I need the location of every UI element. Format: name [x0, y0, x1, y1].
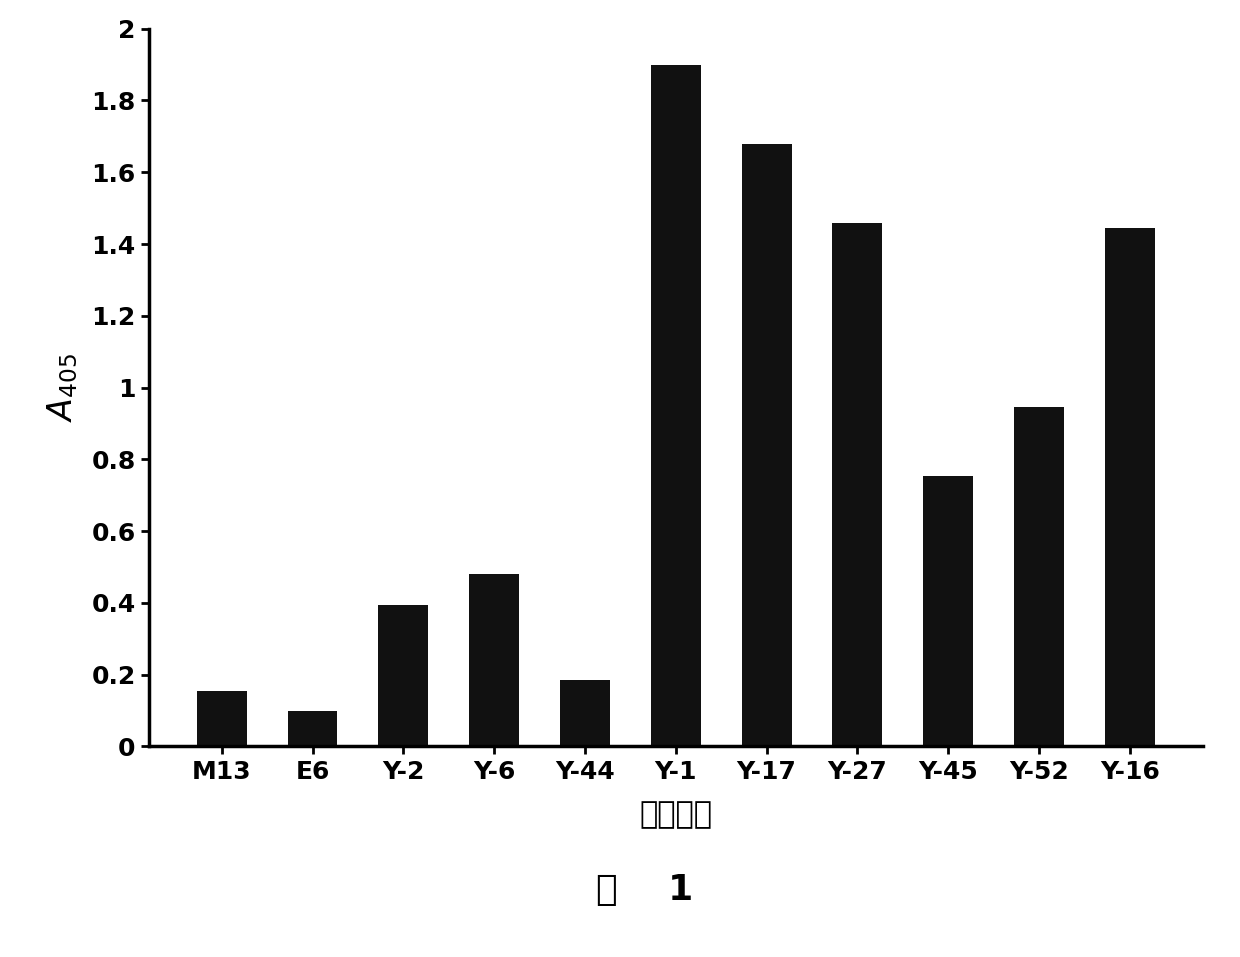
Bar — [832, 222, 883, 746]
Bar — [378, 605, 428, 746]
X-axis label: 克隆编号: 克隆编号 — [640, 800, 712, 830]
Y-axis label: $A_{405}$: $A_{405}$ — [46, 353, 81, 422]
Bar — [742, 144, 791, 746]
Bar — [1014, 408, 1064, 746]
Bar — [924, 476, 973, 746]
Bar — [288, 710, 337, 746]
Bar — [197, 691, 247, 746]
Text: 图    1: 图 1 — [596, 873, 693, 906]
Bar — [469, 574, 520, 746]
Bar — [560, 680, 610, 746]
Bar — [651, 65, 701, 746]
Bar — [1105, 228, 1154, 746]
